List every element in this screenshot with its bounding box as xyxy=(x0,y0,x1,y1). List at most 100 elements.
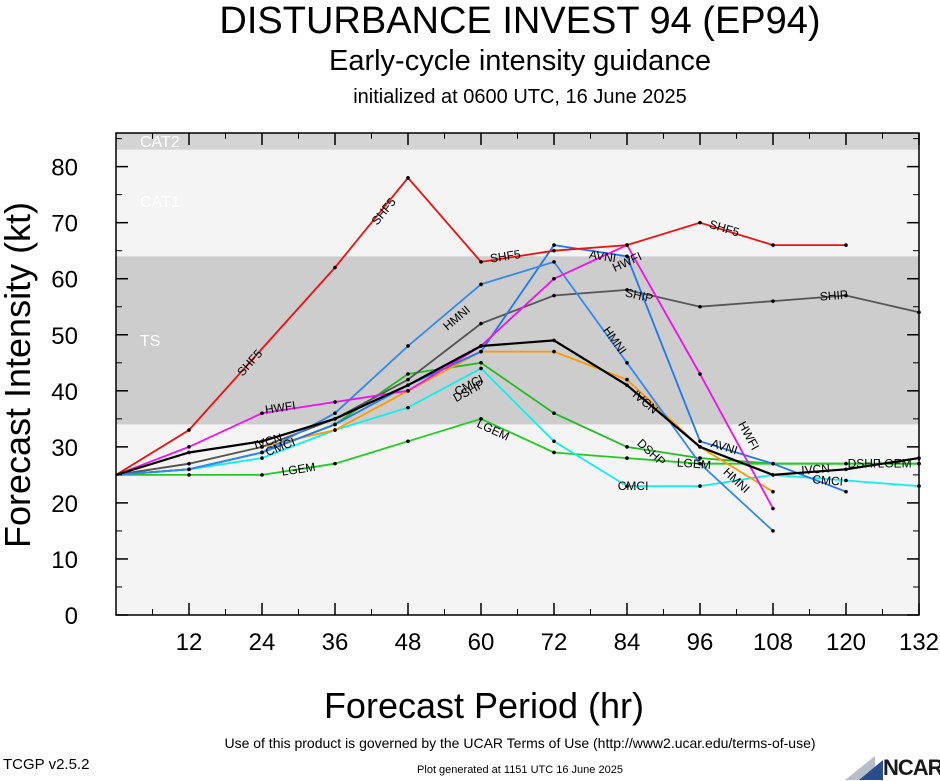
data-point-hwfi xyxy=(406,389,410,393)
data-point-cmci xyxy=(260,456,264,460)
band-label-cat2: CAT2 xyxy=(140,134,180,151)
band-cat1 xyxy=(116,149,919,257)
x-tick-label: 96 xyxy=(687,629,714,656)
data-point-dshp xyxy=(552,349,556,354)
data-point-shf5 xyxy=(844,243,848,247)
y-tick-label: 10 xyxy=(51,547,78,574)
data-point-ship xyxy=(698,304,702,309)
band-label-ts: TS xyxy=(140,333,160,350)
data-point-hmni xyxy=(333,411,337,416)
data-point-lgem xyxy=(187,473,191,477)
series-line-hmni xyxy=(115,260,774,532)
data-point-shf5 xyxy=(552,248,556,253)
series-line-ivcn xyxy=(115,339,920,477)
data-point-lgem xyxy=(625,456,629,460)
data-point-hwfi xyxy=(771,506,775,511)
version-label: TCGP v2.5.2 xyxy=(3,756,90,773)
generated-time: Plot generated at 1151 UTC 16 June 2025 xyxy=(417,764,623,776)
data-point-hwfi xyxy=(698,372,702,376)
terms-of-use-text: Use of this product is governed by the U… xyxy=(224,735,816,751)
series-label-lgem: LGEM xyxy=(281,460,317,479)
y-tick-label: 20 xyxy=(51,491,78,518)
x-tick-label: 60 xyxy=(468,629,495,656)
data-point-ship xyxy=(187,461,191,466)
series-label-ship: SHIP xyxy=(819,287,848,303)
x-tick-label: 120 xyxy=(826,629,866,656)
data-point-dshp xyxy=(771,489,775,494)
data-point-dshp xyxy=(333,428,337,432)
data-point-ship xyxy=(479,321,483,326)
chart-title: DISTURBANCE INVEST 94 (EP94) xyxy=(219,0,821,42)
x-tick-label: 36 xyxy=(322,629,349,656)
data-point-lgem xyxy=(260,473,264,477)
data-point-dshp-g xyxy=(552,411,556,416)
data-point-hwfi xyxy=(333,400,337,404)
y-axis-title: Forecast Intensity (kt) xyxy=(0,202,38,548)
data-point-lgem xyxy=(844,461,848,466)
data-point-lgem xyxy=(479,417,483,421)
series-line-ship xyxy=(115,288,920,476)
data-point-cmci xyxy=(625,484,629,488)
data-point-shf5 xyxy=(771,243,775,247)
data-point-dshp xyxy=(625,377,629,382)
band-ts xyxy=(116,256,919,425)
data-point-lgem xyxy=(333,461,337,466)
ncar-logo xyxy=(845,756,883,780)
data-point-ivcn xyxy=(260,439,264,444)
data-point-cmci xyxy=(844,478,848,483)
ncar-logo-text: NCAR xyxy=(883,755,940,780)
data-point-ivcn xyxy=(625,383,629,388)
data-point-hwfi xyxy=(187,445,191,449)
data-point-cmci xyxy=(406,405,410,410)
x-tick-label: 48 xyxy=(395,629,422,656)
data-point-ivcn xyxy=(844,467,848,472)
data-point-cmci xyxy=(698,484,702,488)
series-label-dshp: DSHP xyxy=(848,457,881,471)
data-point-dshp-g xyxy=(698,456,702,460)
data-point-ivcn xyxy=(406,383,410,388)
data-point-shf5 xyxy=(698,220,702,225)
x-tick-label: 132 xyxy=(899,629,939,656)
series-label-shf5: SHF5 xyxy=(489,247,522,266)
data-point-avni xyxy=(479,349,483,354)
y-tick-label: 70 xyxy=(51,211,78,238)
data-point-ship xyxy=(771,299,775,303)
data-point-ivcn xyxy=(479,344,483,348)
data-point-avni xyxy=(844,489,848,494)
data-point-ivcn xyxy=(552,338,556,343)
data-point-hmni xyxy=(260,450,264,455)
x-tick-label: 12 xyxy=(176,629,203,656)
x-tick-label: 108 xyxy=(753,629,793,656)
series-lines xyxy=(115,176,921,533)
data-point-ivcn xyxy=(698,445,702,449)
init-time: initialized at 0600 UTC, 16 June 2025 xyxy=(353,86,687,108)
y-tick-label: 30 xyxy=(51,435,78,462)
chart-subtitle: Early-cycle intensity guidance xyxy=(328,45,711,77)
data-point-hwfi xyxy=(260,411,264,416)
data-point-hmni xyxy=(552,260,556,264)
data-point-avni xyxy=(625,254,629,259)
data-point-ship xyxy=(625,288,629,292)
data-point-shf5 xyxy=(187,428,191,432)
series-label-ivcn: IVCN xyxy=(801,461,831,477)
series-line-cmci xyxy=(115,367,920,488)
data-point-avni xyxy=(333,422,337,427)
y-tick-label: 0 xyxy=(65,603,78,630)
data-point-cmci xyxy=(479,366,483,371)
data-point-hmni xyxy=(406,344,410,348)
data-point-dshp-g xyxy=(479,360,483,365)
series-line-shf5 xyxy=(115,176,846,476)
data-point-ship xyxy=(260,445,264,449)
series-label-lgem: LGEM xyxy=(878,457,912,471)
x-tick-label: 24 xyxy=(249,629,276,656)
band-labels: CAT2 CAT1 TS xyxy=(140,134,180,350)
data-point-hwfi xyxy=(552,276,556,281)
data-point-hmni xyxy=(625,360,629,365)
data-point-ivcn xyxy=(187,450,191,455)
y-tick-label: 60 xyxy=(51,267,78,294)
data-point-ship xyxy=(552,293,556,298)
band-label-cat1: CAT1 xyxy=(140,194,180,211)
series-label-cmci: CMCI xyxy=(812,472,844,488)
series-label-hwfi: HWFI xyxy=(264,398,296,416)
